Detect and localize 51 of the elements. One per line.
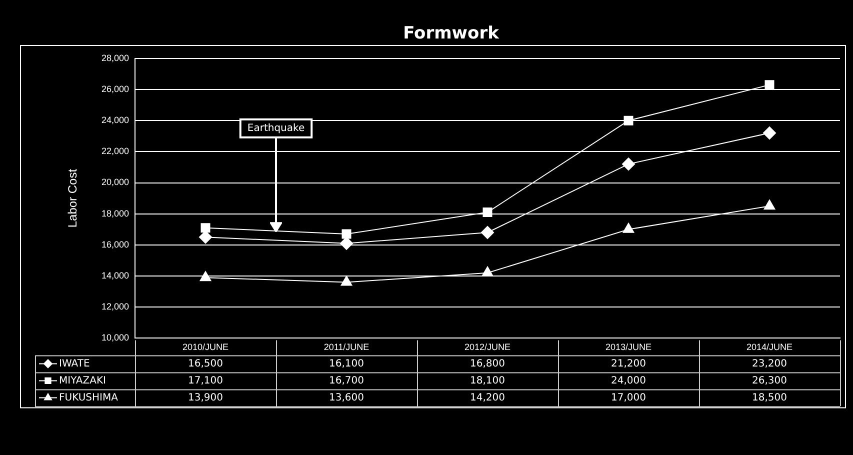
y-tick-label: 16,000 xyxy=(101,239,129,250)
y-tick-label: 24,000 xyxy=(101,115,129,126)
legend-label: MIYAZAKI xyxy=(59,375,106,386)
y-tick-label: 18,000 xyxy=(101,208,129,218)
point xyxy=(624,116,634,126)
data-label: 16,800 xyxy=(470,358,505,370)
x-tick-label: 2011/JUNE xyxy=(324,342,370,352)
y-tick-label: 28,000 xyxy=(101,52,129,63)
point xyxy=(200,271,212,282)
point xyxy=(622,222,634,233)
data-label: 16,500 xyxy=(188,358,223,370)
data-label: 17,100 xyxy=(188,375,223,386)
x-tick-label: 2014/JUNE xyxy=(746,342,793,352)
point xyxy=(340,236,353,250)
data-label: 17,000 xyxy=(611,392,646,404)
x-tick-label: 2012/JUNE xyxy=(464,342,511,352)
data-label: 18,100 xyxy=(470,375,505,386)
point xyxy=(482,266,494,276)
y-tick-label: 20,000 xyxy=(101,177,129,188)
y-tick-label: 26,000 xyxy=(101,84,129,94)
point xyxy=(342,229,352,239)
y-tick-label: 14,000 xyxy=(101,270,129,281)
x-tick-label: 2010/JUNE xyxy=(182,342,229,352)
data-label: 21,200 xyxy=(611,358,646,370)
point xyxy=(200,223,210,233)
legend-label: IWATE xyxy=(59,358,90,370)
data-label: 13,600 xyxy=(329,392,364,404)
y-tick-label: 12,000 xyxy=(101,302,129,312)
point xyxy=(764,80,774,90)
legend-label: FUKUSHIMA xyxy=(59,392,118,404)
point xyxy=(340,276,352,286)
data-label: 23,200 xyxy=(752,358,787,370)
data-label: 13,900 xyxy=(188,392,223,404)
chart-title: Formwork xyxy=(403,24,500,44)
point xyxy=(481,226,494,239)
point xyxy=(764,200,776,210)
data-label: 24,000 xyxy=(611,375,646,386)
x-tick-label: 2013/JUNE xyxy=(605,342,652,352)
point xyxy=(482,208,492,218)
point xyxy=(199,230,212,244)
y-tick-label: 10,000 xyxy=(101,332,129,343)
y-tick-label: 22,000 xyxy=(101,146,129,156)
point xyxy=(622,158,635,171)
data-label: 14,200 xyxy=(470,392,505,404)
point xyxy=(763,126,776,140)
data-label: 26,300 xyxy=(752,375,787,386)
data-label: 18,500 xyxy=(752,392,787,404)
data-label: 16,700 xyxy=(329,375,364,386)
y-axis-title: Labor Cost xyxy=(66,168,80,228)
annotation: Earthquake xyxy=(247,122,305,134)
data-label: 16,100 xyxy=(329,358,364,370)
